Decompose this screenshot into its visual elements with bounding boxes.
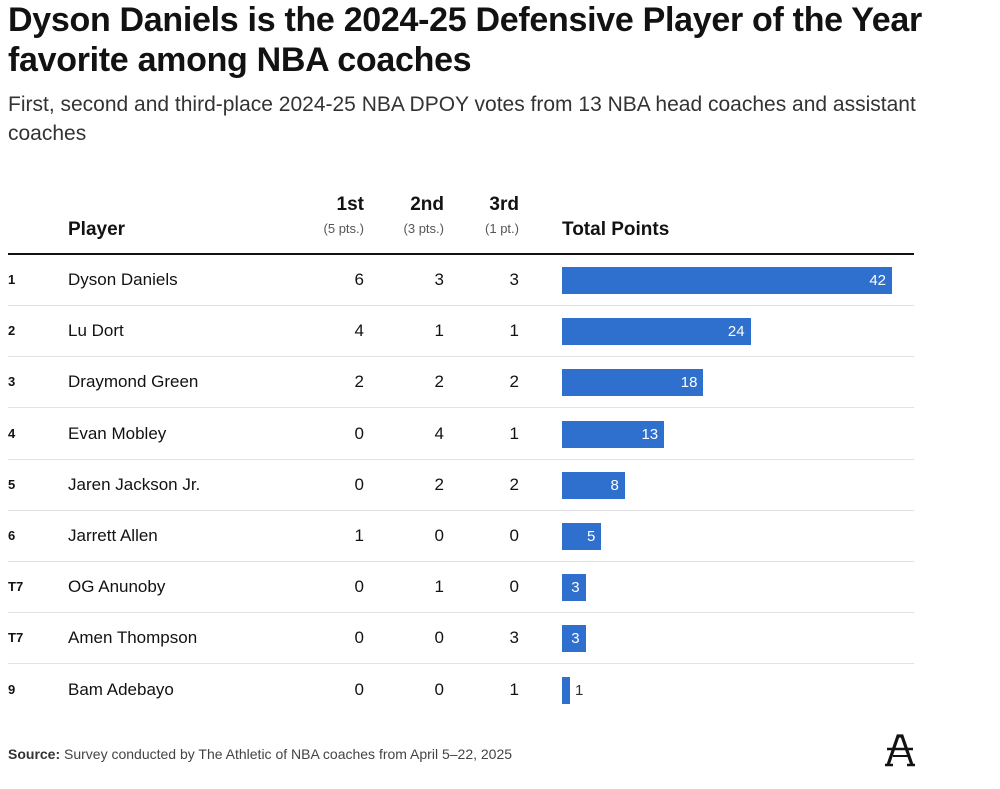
rank-label: 3 — [8, 374, 16, 390]
total-points-label: 3 — [571, 579, 580, 597]
second-place-votes: 3 — [434, 270, 444, 289]
row-divider — [8, 612, 914, 614]
table-row: 1 Dyson Daniels 6 3 3 42 — [8, 255, 914, 306]
total-points-bar — [562, 318, 751, 346]
table-row: 9 Bam Adebayo 0 0 1 1 — [8, 665, 914, 716]
header-second-points: (3 pts.) — [403, 221, 444, 236]
total-points-bar — [562, 420, 665, 448]
third-place-votes: 2 — [509, 372, 519, 392]
table-row: 3 Draymond Green 2 2 2 18 — [8, 357, 914, 409]
total-points-label: 1 — [575, 681, 584, 699]
player-name: Jarrett Allen — [68, 526, 158, 545]
total-points-bar — [562, 471, 625, 499]
header-first-label: 1st — [336, 194, 364, 215]
table-row: 5 Jaren Jackson Jr. 0 2 2 8 — [8, 460, 914, 511]
total-points-bar — [562, 523, 602, 550]
total-points-bar — [562, 267, 892, 294]
row-divider — [8, 407, 914, 409]
first-place-votes: 0 — [354, 628, 364, 648]
total-points-bar — [562, 676, 570, 704]
rank-label: 2 — [8, 323, 16, 339]
table-row: 6 Jarrett Allen 1 0 0 5 — [8, 511, 914, 562]
first-place-votes: 2 — [354, 372, 364, 392]
header-first-points: (5 pts.) — [323, 221, 364, 236]
chart-subtitle: First, second and third-place 2024-25 NB… — [8, 93, 916, 145]
total-points-label: 5 — [586, 528, 596, 545]
rank-label: 9 — [8, 681, 16, 697]
first-place-votes: 0 — [354, 474, 364, 494]
second-place-votes: 1 — [434, 321, 444, 341]
table-row: T7 Amen Thompson 0 0 3 3 — [8, 613, 914, 665]
second-place-votes: 2 — [434, 474, 444, 494]
player-name: Bam Adebayo — [68, 679, 174, 699]
source-note: Source: Survey conducted by The Athletic… — [8, 746, 512, 762]
table-row: 2 Lu Dort 4 1 1 24 — [8, 306, 914, 358]
first-place-votes: 6 — [354, 270, 364, 289]
header-third-label: 3rd — [489, 194, 519, 215]
total-points-label: 13 — [641, 425, 659, 443]
rank-label: 4 — [8, 425, 16, 441]
second-place-votes: 4 — [434, 423, 444, 443]
player-name: Amen Thompson — [68, 628, 198, 648]
header-third: 3rd (1 pt.) — [439, 194, 519, 238]
total-points-label: 42 — [869, 272, 886, 289]
player-name: Jaren Jackson Jr. — [68, 474, 201, 494]
second-place-votes: 0 — [434, 679, 444, 699]
first-place-votes: 0 — [354, 679, 364, 699]
first-place-votes: 0 — [354, 423, 364, 443]
total-points-bar — [562, 574, 586, 602]
third-place-votes: 3 — [509, 270, 519, 289]
player-name: Lu Dort — [68, 321, 124, 341]
third-place-votes: 2 — [509, 474, 519, 494]
second-place-votes: 2 — [434, 372, 444, 392]
first-place-votes: 4 — [354, 321, 364, 341]
total-points-bar — [562, 625, 586, 653]
rank-label: 6 — [8, 528, 16, 543]
header-total-points: Total Points — [562, 219, 670, 240]
header-rule — [8, 253, 914, 255]
player-name: Evan Mobley — [68, 423, 167, 443]
third-place-votes: 0 — [509, 526, 519, 545]
header-first: 1st (5 pts.) — [284, 194, 364, 238]
third-place-votes: 1 — [509, 423, 519, 443]
the-athletic-logo-icon — [885, 734, 915, 767]
total-points-label: 24 — [727, 323, 745, 341]
table-row: T7 OG Anunoby 0 1 0 3 — [8, 562, 914, 614]
row-divider — [8, 305, 914, 306]
second-place-votes: 0 — [434, 526, 444, 545]
chart-title: Dyson Daniels is the 2024-25 Defensive P… — [8, 1, 922, 79]
rank-label: 1 — [8, 272, 16, 287]
player-name: Draymond Green — [68, 372, 199, 392]
third-place-votes: 1 — [509, 321, 519, 341]
row-divider — [8, 458, 914, 460]
header-third-points: (1 pt.) — [485, 221, 519, 236]
table-row: 4 Evan Mobley 0 4 1 13 — [8, 409, 914, 460]
first-place-votes: 1 — [354, 526, 364, 545]
source-label: Source: — [8, 746, 61, 762]
row-divider — [8, 356, 914, 358]
total-points-bar — [562, 369, 704, 397]
rank-label: 5 — [8, 476, 16, 492]
second-place-votes: 1 — [434, 577, 444, 597]
player-name: Dyson Daniels — [68, 270, 178, 289]
third-place-votes: 0 — [509, 577, 519, 597]
row-divider — [8, 663, 914, 665]
header-second-label: 2nd — [410, 194, 444, 215]
second-place-votes: 0 — [434, 628, 444, 648]
header-player: Player — [68, 219, 126, 240]
total-points-label: 18 — [680, 374, 698, 392]
row-divider — [8, 561, 914, 562]
row-divider — [8, 509, 914, 511]
third-place-votes: 1 — [509, 679, 519, 699]
total-points-label: 8 — [610, 476, 619, 494]
header-second: 2nd (3 pts.) — [364, 194, 444, 238]
rank-label: T7 — [8, 630, 24, 646]
source-text: Survey conducted by The Athletic of NBA … — [64, 746, 513, 762]
player-name: OG Anunoby — [68, 577, 166, 597]
third-place-votes: 3 — [509, 628, 519, 648]
first-place-votes: 0 — [354, 577, 364, 597]
total-points-label: 3 — [571, 630, 580, 648]
rank-label: T7 — [8, 579, 24, 595]
